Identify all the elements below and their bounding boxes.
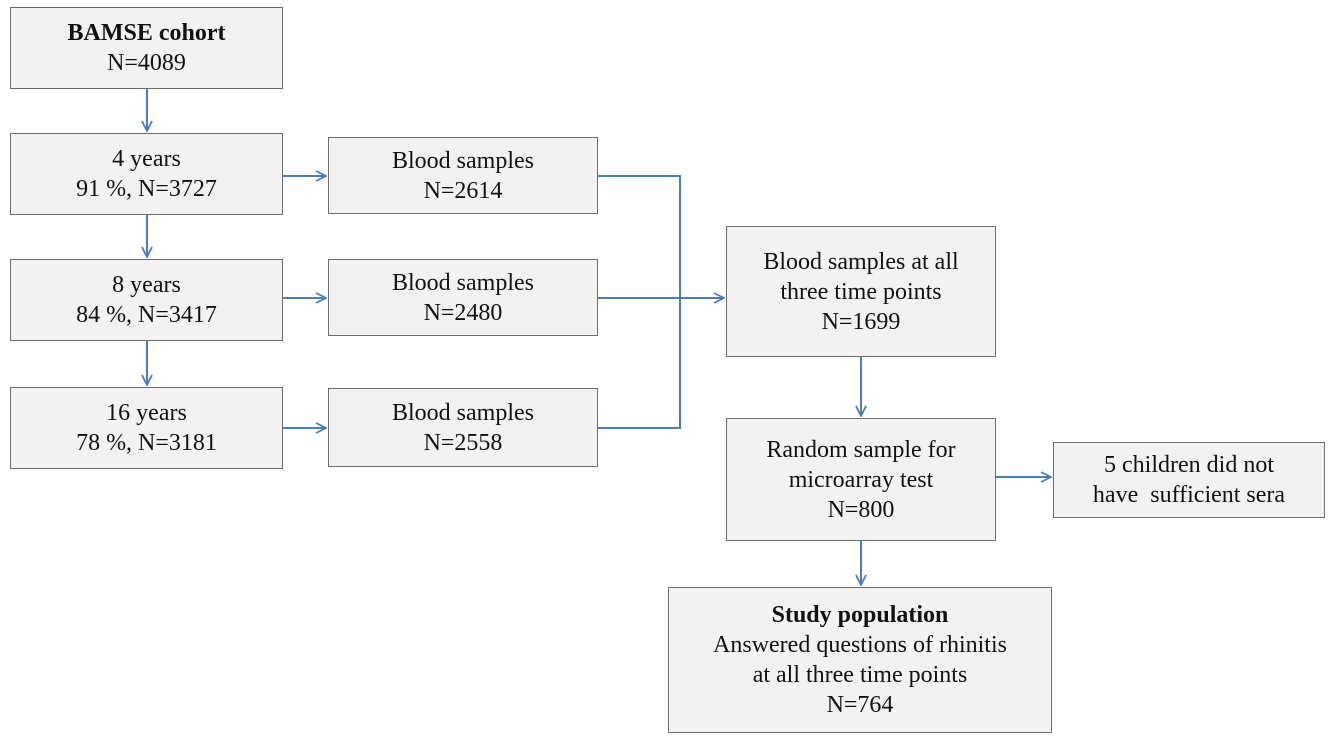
node-box: Blood samples at all three time points N=1… bbox=[726, 226, 996, 357]
node-box: Study population Answered questions of rh… bbox=[668, 587, 1052, 733]
node-line: microarray test bbox=[788, 466, 934, 493]
node-line: 91 %, N=3727 bbox=[76, 176, 217, 202]
node-line: three time points bbox=[780, 278, 942, 305]
node-line: Blood samples at all bbox=[763, 248, 959, 275]
node-line: 8 years bbox=[112, 272, 181, 298]
node-line: Blood samples bbox=[392, 147, 534, 174]
node-line: N=800 bbox=[827, 496, 895, 523]
node-line: 84 %, N=3417 bbox=[76, 302, 217, 328]
node-line: Answered questions of rhinitis bbox=[713, 632, 1007, 658]
node-line: at all three time points bbox=[752, 662, 968, 688]
node-title: Study population bbox=[771, 602, 949, 628]
node-line: N=2480 bbox=[423, 299, 503, 326]
node-box: 8 years 84 %, N=3417 bbox=[10, 259, 283, 341]
node-line: N=1699 bbox=[821, 308, 901, 335]
node-line: 16 years bbox=[106, 400, 187, 426]
node-box: Blood samples N=2480 bbox=[328, 259, 598, 336]
node-box: 5 children did not have sufficient sera bbox=[1053, 442, 1325, 518]
node-line: N=764 bbox=[826, 692, 894, 718]
node-box: 4 years 91 %, N=3727 bbox=[10, 133, 283, 215]
node-title: BAMSE cohort bbox=[67, 20, 226, 46]
node-box: Blood samples N=2614 bbox=[328, 137, 598, 214]
node-box: BAMSE cohort N=4089 bbox=[10, 7, 283, 89]
node-line: Random sample for bbox=[766, 436, 956, 463]
node-box: Blood samples N=2558 bbox=[328, 388, 598, 467]
node-line: 4 years bbox=[112, 146, 181, 172]
node-line: N=2558 bbox=[423, 429, 503, 456]
node-box: 16 years 78 %, N=3181 bbox=[10, 387, 283, 469]
node-line: 78 %, N=3181 bbox=[76, 430, 217, 456]
node-line: have sufficient sera bbox=[1092, 482, 1286, 508]
merge-line bbox=[598, 175, 681, 429]
node-line: N=2614 bbox=[423, 177, 503, 204]
node-line: Blood samples bbox=[392, 269, 534, 296]
node-line: N=4089 bbox=[107, 50, 186, 76]
node-line: Blood samples bbox=[392, 399, 534, 426]
node-box: Random sample for microarray test N=800 bbox=[726, 418, 996, 541]
node-line: 5 children did not bbox=[1104, 452, 1274, 478]
